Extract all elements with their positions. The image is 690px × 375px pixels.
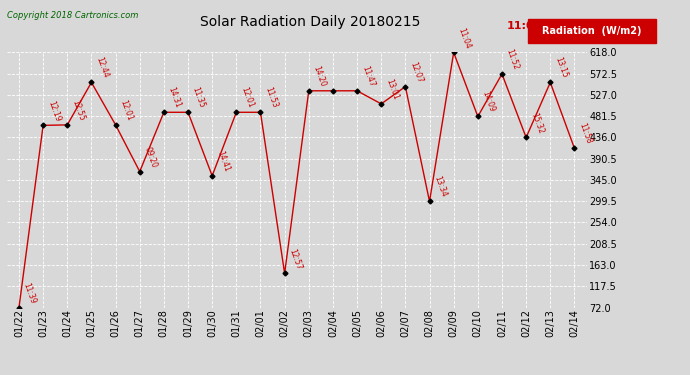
Text: 11:04: 11:04 xyxy=(507,21,542,31)
Text: 12:07: 12:07 xyxy=(408,60,424,84)
Text: 11:53: 11:53 xyxy=(264,86,279,109)
Text: 11:58: 11:58 xyxy=(578,122,593,146)
Text: 11:47: 11:47 xyxy=(360,64,376,88)
Text: 13:01: 13:01 xyxy=(384,78,400,101)
Text: Copyright 2018 Cartronics.com: Copyright 2018 Cartronics.com xyxy=(7,11,138,20)
Text: 12:01: 12:01 xyxy=(119,99,135,122)
Text: 14:41: 14:41 xyxy=(215,150,231,173)
Text: 14:31: 14:31 xyxy=(167,86,183,109)
Text: 14:20: 14:20 xyxy=(312,64,328,88)
Text: 11:35: 11:35 xyxy=(191,86,207,109)
Text: 12:55: 12:55 xyxy=(70,99,86,122)
Text: 15:32: 15:32 xyxy=(529,111,545,135)
Text: 14:09: 14:09 xyxy=(481,90,497,114)
Text: 11:04: 11:04 xyxy=(457,26,473,50)
Text: 12:57: 12:57 xyxy=(288,247,304,271)
Text: 13:34: 13:34 xyxy=(433,175,448,199)
Text: 11:39: 11:39 xyxy=(22,281,38,305)
Text: 12:44: 12:44 xyxy=(95,56,110,80)
Text: 13:15: 13:15 xyxy=(553,56,569,80)
Text: 11:52: 11:52 xyxy=(505,48,521,71)
Text: 09:20: 09:20 xyxy=(143,145,159,169)
Text: 12:19: 12:19 xyxy=(46,99,62,123)
Text: Solar Radiation Daily 20180215: Solar Radiation Daily 20180215 xyxy=(200,15,421,29)
Text: 12:01: 12:01 xyxy=(239,86,255,109)
Text: Radiation  (W/m2): Radiation (W/m2) xyxy=(542,26,641,36)
